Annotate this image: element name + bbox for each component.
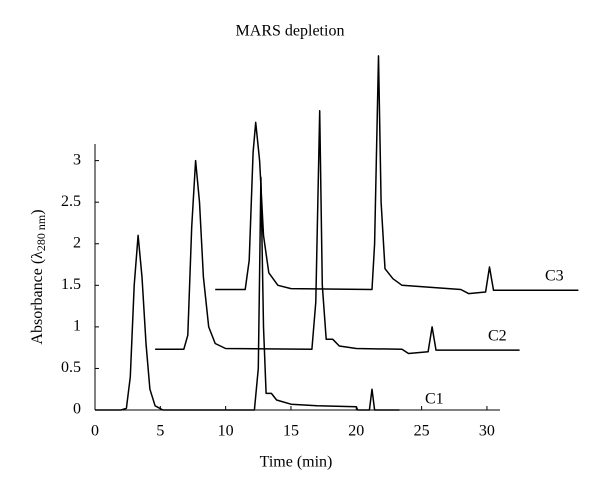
trace (215, 55, 579, 295)
x-tick-label: 0 (91, 423, 99, 440)
y-tick-label: 1 (73, 318, 81, 335)
chart-title: MARS depletion (236, 23, 345, 40)
y-axis-label: Absorbance (λ280 nm) (29, 209, 48, 344)
y-tick-label: 0 (73, 401, 81, 418)
y-tick-label: 2 (73, 234, 81, 251)
x-tick-label: 25 (414, 423, 430, 440)
y-label-sub: 280 nm (34, 214, 48, 251)
x-tick-label: 15 (283, 423, 299, 440)
x-tick-label: 5 (156, 423, 164, 440)
x-tick-label: 10 (218, 423, 234, 440)
trace (155, 110, 520, 355)
y-label-main: Absorbance (λ (29, 251, 46, 345)
y-tick-label: 0.5 (61, 359, 81, 376)
x-tick-label: 30 (479, 423, 495, 440)
x-tick-label: 20 (348, 423, 364, 440)
y-tick-label: 1.5 (61, 276, 81, 293)
y-tick-label: 3 (73, 151, 81, 168)
x-axis-label: Time (min) (260, 454, 333, 471)
trace (95, 176, 400, 411)
y-label-end: ) (29, 209, 46, 214)
y-tick-label: 2.5 (61, 193, 81, 210)
series-label: C1 (425, 391, 444, 408)
series-label: C2 (488, 328, 507, 345)
series-label: C3 (545, 268, 564, 285)
